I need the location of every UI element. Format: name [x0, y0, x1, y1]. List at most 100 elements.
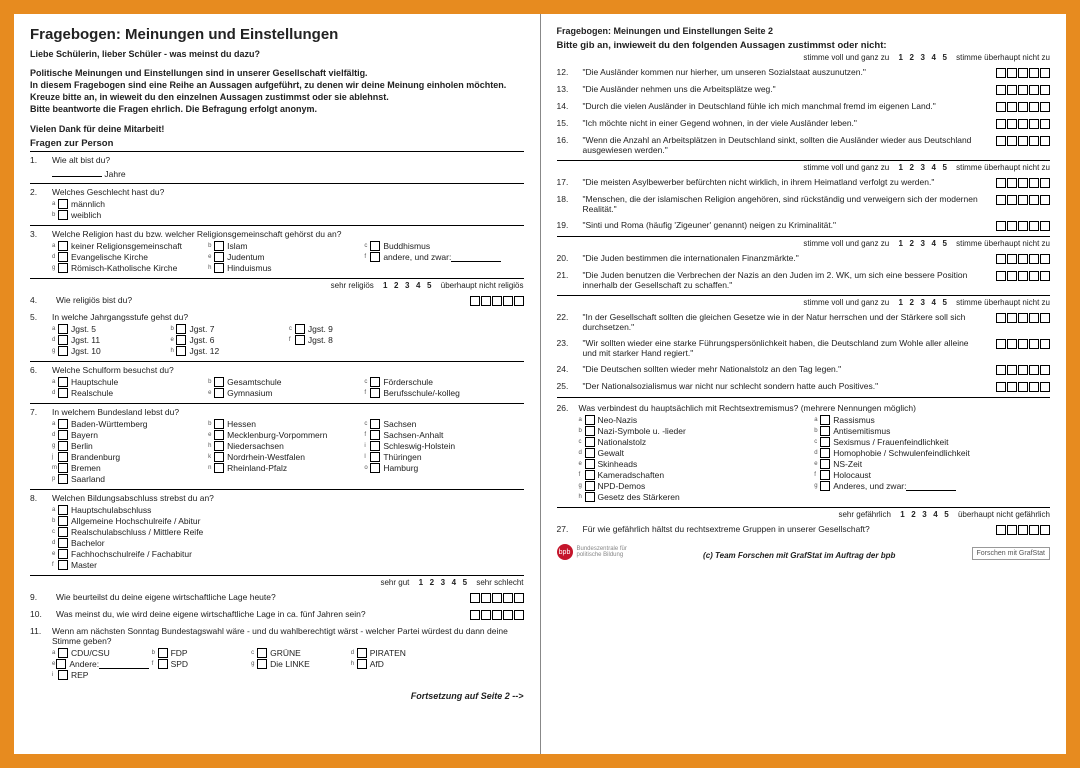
- checkbox-option[interactable]: fMaster: [52, 560, 278, 570]
- checkbox-option[interactable]: aNeo-Nazis: [579, 415, 815, 425]
- checkbox-option[interactable]: eMecklenburg-Vorpommern: [208, 430, 354, 440]
- checkbox-option[interactable]: fSPD: [152, 659, 242, 669]
- rating-boxes[interactable]: [996, 136, 1050, 146]
- checkbox-option[interactable]: gRömisch-Katholische Kirche: [52, 263, 198, 273]
- checkbox-option[interactable]: dPIRATEN: [351, 648, 441, 658]
- q1-num: 1.: [30, 155, 46, 165]
- checkbox-option[interactable]: cNationalstolz: [579, 437, 815, 447]
- statement-row: 22. "In der Gesellschaft sollten die gle…: [557, 309, 1051, 335]
- checkbox-option[interactable]: bFDP: [152, 648, 242, 658]
- checkbox-option[interactable]: cGRÜNE: [251, 648, 341, 658]
- statement-row: 21. "Die Juden benutzen die Verbrechen d…: [557, 267, 1051, 293]
- rating-boxes[interactable]: [996, 382, 1050, 392]
- checkbox-option[interactable]: fSachsen-Anhalt: [364, 430, 510, 440]
- checkbox-option[interactable]: hNiedersachsen: [208, 441, 354, 451]
- statement-row: 16. "Wenn die Anzahl an Arbeitsplätzen i…: [557, 132, 1051, 158]
- checkbox-option[interactable]: lThüringen: [364, 452, 510, 462]
- checkbox-option[interactable]: bAntisemitismus: [814, 426, 1050, 436]
- checkbox-option[interactable]: eNS-Zeit: [814, 459, 1050, 469]
- checkbox-option[interactable]: oHamburg: [364, 463, 510, 473]
- age-input[interactable]: [52, 167, 102, 177]
- rating-boxes[interactable]: [996, 271, 1050, 281]
- checkbox-option[interactable]: gAnderes, und zwar:: [814, 481, 1050, 491]
- checkbox-option[interactable]: bAllgemeine Hochschulreife / Abitur: [52, 516, 278, 526]
- checkbox-option[interactable]: eSkinheads: [579, 459, 815, 469]
- rating-boxes[interactable]: [996, 221, 1050, 231]
- checkbox-option[interactable]: gDie LINKE: [251, 659, 341, 669]
- rating-boxes[interactable]: [996, 365, 1050, 375]
- checkbox-option[interactable]: aCDU/CSU: [52, 648, 142, 658]
- section-person: Fragen zur Person: [30, 138, 524, 152]
- checkbox-option[interactable]: fBerufsschule/-kolleg: [364, 388, 510, 398]
- rating-boxes[interactable]: [996, 68, 1050, 78]
- checkbox-option[interactable]: aJgst. 5: [52, 324, 160, 334]
- checkbox-option[interactable]: gBerlin: [52, 441, 198, 451]
- checkbox-option[interactable]: bHessen: [208, 419, 354, 429]
- rating-boxes[interactable]: [996, 313, 1050, 323]
- rating-boxes[interactable]: [996, 119, 1050, 129]
- q11-opts: aCDU/CSU bFDP cGRÜNE dPIRATEN eAndere: fSPD gD…: [52, 648, 524, 681]
- checkbox-option[interactable]: amännlich: [52, 199, 278, 209]
- checkbox-option[interactable]: akeiner Religionsgemeinschaft: [52, 241, 198, 251]
- checkbox-option[interactable]: dEvangelische Kirche: [52, 252, 198, 262]
- bpb-logo: bpb Bundeszentrale fürpolitische Bildung: [557, 544, 627, 560]
- checkbox-option[interactable]: cFörderschule: [364, 377, 510, 387]
- checkbox-option[interactable]: cJgst. 9: [289, 324, 397, 334]
- checkbox-option[interactable]: aHauptschule: [52, 377, 198, 387]
- checkbox-option[interactable]: eJudentum: [208, 252, 354, 262]
- checkbox-option[interactable]: hAfD: [351, 659, 441, 669]
- checkbox-option[interactable]: eFachhochschulreife / Fachabitur: [52, 549, 278, 559]
- checkbox-option[interactable]: fHolocaust: [814, 470, 1050, 480]
- q4-boxes[interactable]: [470, 296, 524, 306]
- checkbox-option[interactable]: eJgst. 6: [170, 335, 278, 345]
- checkbox-option[interactable]: bGesamtschule: [208, 377, 354, 387]
- rating-boxes[interactable]: [996, 178, 1050, 188]
- rating-boxes[interactable]: [996, 195, 1050, 205]
- salutation: Liebe Schülerin, lieber Schüler - was me…: [30, 49, 524, 59]
- checkbox-option[interactable]: iREP: [52, 670, 142, 680]
- statement-row: 18. "Menschen, die der islamischen Relig…: [557, 191, 1051, 217]
- checkbox-option[interactable]: aHauptschulabschluss: [52, 505, 278, 515]
- checkbox-option[interactable]: bweiblich: [52, 210, 278, 220]
- checkbox-option[interactable]: bJgst. 7: [170, 324, 278, 334]
- checkbox-option[interactable]: eAndere:: [52, 659, 142, 669]
- checkbox-option[interactable]: cBuddhismus: [364, 241, 510, 251]
- rating-boxes[interactable]: [996, 102, 1050, 112]
- rating-boxes[interactable]: [996, 85, 1050, 95]
- checkbox-option[interactable]: pSaarland: [52, 474, 198, 484]
- checkbox-option[interactable]: dBayern: [52, 430, 198, 440]
- checkbox-option[interactable]: hJgst. 12: [170, 346, 278, 356]
- checkbox-option[interactable]: jBrandenburg: [52, 452, 198, 462]
- checkbox-option[interactable]: kNordrhein-Westfalen: [208, 452, 354, 462]
- checkbox-option[interactable]: fKameradschaften: [579, 470, 815, 480]
- checkbox-option[interactable]: dJgst. 11: [52, 335, 160, 345]
- checkbox-option[interactable]: bNazi-Symbole u. -lieder: [579, 426, 815, 436]
- checkbox-option[interactable]: cSexismus / Frauenfeindlichkeit: [814, 437, 1050, 447]
- checkbox-option[interactable]: aRassismus: [814, 415, 1050, 425]
- checkbox-option[interactable]: dGewalt: [579, 448, 815, 458]
- statement-row: 20. "Die Juden bestimmen die internation…: [557, 250, 1051, 267]
- rating-boxes[interactable]: [996, 254, 1050, 264]
- checkbox-option[interactable]: mBremen: [52, 463, 198, 473]
- checkbox-option[interactable]: dBachelor: [52, 538, 278, 548]
- checkbox-option[interactable]: hHinduismus: [208, 263, 354, 273]
- intro-l3: Bitte beantworte die Fragen ehrlich. Die…: [30, 104, 317, 114]
- checkbox-option[interactable]: gJgst. 10: [52, 346, 160, 356]
- checkbox-option[interactable]: gNPD-Demos: [579, 481, 815, 491]
- checkbox-option[interactable]: aBaden-Württemberg: [52, 419, 198, 429]
- intro-l2: In diesem Fragebogen sind eine Reihe an …: [30, 80, 506, 102]
- rating-boxes[interactable]: [996, 339, 1050, 349]
- checkbox-option[interactable]: iSchleswig-Holstein: [364, 441, 510, 451]
- thanks: Vielen Dank für deine Mitarbeit!: [30, 124, 524, 134]
- checkbox-option[interactable]: eGymnasium: [208, 388, 354, 398]
- checkbox-option[interactable]: cRealschulabschluss / Mittlere Reife: [52, 527, 278, 537]
- checkbox-option[interactable]: cSachsen: [364, 419, 510, 429]
- checkbox-option[interactable]: fandere, und zwar:: [364, 252, 510, 262]
- checkbox-option[interactable]: nRheinland-Pfalz: [208, 463, 354, 473]
- checkbox-option[interactable]: bIslam: [208, 241, 354, 251]
- q2-opts: amännlichbweiblich: [52, 199, 524, 221]
- checkbox-option[interactable]: dHomophobie / Schwulenfeindlichkeit: [814, 448, 1050, 458]
- checkbox-option[interactable]: fJgst. 8: [289, 335, 397, 345]
- checkbox-option[interactable]: hGesetz des Stärkeren: [579, 492, 815, 502]
- checkbox-option[interactable]: dRealschule: [52, 388, 198, 398]
